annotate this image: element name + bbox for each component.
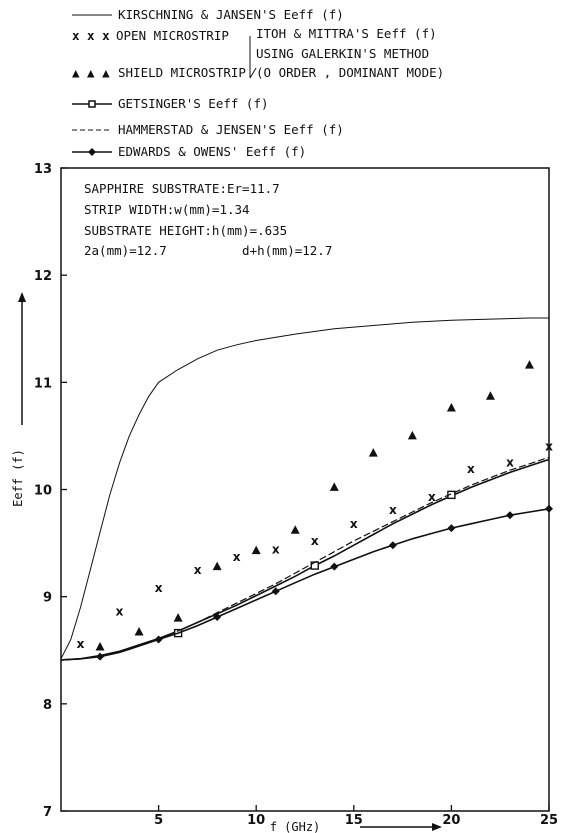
legend-marker-open: x x x — [72, 28, 110, 43]
x-tick-label: 25 — [540, 813, 558, 828]
open-microstrip-point: x — [506, 456, 514, 470]
legend-marker-shield: ▲ ▲ ▲ — [72, 65, 110, 80]
y-axis-label: Eeff (f) — [11, 449, 25, 507]
y-axis-arrowhead — [18, 292, 26, 302]
x-tick-label: 20 — [442, 813, 460, 828]
shield-microstrip-point — [485, 391, 495, 400]
shield-microstrip-point — [251, 545, 261, 555]
edwards-owens-eeff-f-marker — [388, 541, 397, 550]
shield-microstrip-point — [95, 642, 105, 651]
y-tick-label: 13 — [34, 162, 52, 177]
edwards-owens-eeff-f-marker — [545, 504, 553, 513]
open-microstrip-point: x — [389, 503, 397, 517]
open-microstrip-point: x — [233, 550, 241, 564]
shield-microstrip-point — [524, 360, 534, 369]
y-tick-label: 9 — [43, 591, 52, 606]
legend-bracket — [249, 36, 257, 79]
annotation-box: SAPPHIRE SUBSTRATE:Er=11.7 STRIP WIDTH:w… — [84, 181, 332, 258]
open-microstrip-point: x — [194, 563, 202, 577]
edwards-owens-eeff-f-marker — [154, 635, 163, 644]
shield-microstrip-point — [212, 561, 222, 571]
x-tick-label: 15 — [345, 813, 363, 828]
y-tick-label: 7 — [43, 805, 52, 820]
chart-series: x x x x x x x x x x x x x — [60, 317, 553, 661]
edwards-owens-eeff-f-marker — [96, 652, 105, 661]
axis-ticks: 7 8 9 10 11 12 13 5 10 15 20 25 — [34, 162, 558, 828]
x-axis-label: f (GHz) — [270, 820, 321, 833]
shield-microstrip-point — [134, 627, 144, 636]
open-microstrip-point: x — [467, 462, 475, 476]
open-microstrip-point: x — [545, 440, 553, 454]
shield-microstrip-point — [329, 482, 339, 491]
annotation-line-3: SUBSTRATE HEIGHT:h(mm)=.635 — [84, 223, 287, 238]
annotation-line-1: SAPPHIRE SUBSTRATE:Er=11.7 — [84, 181, 280, 196]
edwards-owens-eeff-f-marker — [505, 511, 514, 520]
x-tick-label: 5 — [154, 813, 163, 828]
x-axis-arrowhead — [432, 823, 442, 831]
y-tick-label: 10 — [34, 484, 52, 499]
open-microstrip-point: x — [428, 490, 436, 504]
legend-label-edwards: EDWARDS & OWENS' Eeff (f) — [118, 144, 306, 159]
y-tick-label: 8 — [43, 698, 52, 713]
edwards-owens-eeff-f-marker — [447, 524, 456, 533]
open-microstrip-point: x — [77, 637, 85, 651]
kirschning-jansen-s-eeff-f-line — [60, 317, 549, 660]
legend-label-shield: SHIELD MICROSTRIP — [118, 65, 246, 80]
annotation-line-4: 2a(mm)=12.7 d+h(mm)=12.7 — [84, 243, 332, 258]
y-tick-label: 12 — [34, 269, 52, 284]
x-tick-label: 10 — [247, 813, 265, 828]
open-microstrip-point: x — [311, 534, 319, 548]
shield-microstrip-point — [290, 525, 300, 534]
bracket-text-line2: USING GALERKIN'S METHOD — [256, 46, 429, 61]
bracket-text-line3: (O ORDER , DOMINANT MODE) — [256, 65, 444, 80]
bracket-text-line1: ITOH & MITTRA'S Eeff (f) — [256, 26, 437, 41]
y-tick-label: 11 — [34, 376, 52, 391]
shield-microstrip-point — [368, 448, 378, 457]
legend-marker-edwards — [88, 148, 96, 156]
getsinger-s-eeff-f-line — [60, 458, 550, 661]
shield-microstrip-point — [446, 403, 456, 412]
edwards-owens-eeff-f-marker — [271, 587, 280, 596]
annotation-line-2: STRIP WIDTH:w(mm)=1.34 — [84, 202, 250, 217]
legend-marker-getsinger — [88, 100, 96, 108]
legend: KIRSCHNING & JANSEN'S Eeff (f) x x x OPE… — [72, 7, 444, 159]
shield-microstrip-point — [173, 613, 183, 622]
edwards-owens-eeff-f-marker — [330, 562, 339, 571]
open-microstrip-point: x — [272, 543, 280, 557]
open-microstrip-point: x — [155, 581, 163, 595]
legend-label-hammerstad: HAMMERSTAD & JENSEN'S Eeff (f) — [118, 122, 344, 137]
open-microstrip-point: x — [116, 605, 124, 619]
edwards-owens-eeff-f-marker — [213, 613, 222, 622]
open-microstrip-point: x — [350, 517, 358, 531]
legend-label-open: OPEN MICROSTRIP — [116, 28, 229, 43]
legend-label-getsinger: GETSINGER'S Eeff (f) — [118, 96, 269, 111]
plot-frame — [60, 167, 550, 812]
edwards-owens-eeff-f-line — [60, 508, 550, 661]
hammerstad-jensen-s-eeff-f-line — [60, 456, 550, 661]
shield-microstrip-point — [407, 430, 417, 440]
legend-label-kirschning: KIRSCHNING & JANSEN'S Eeff (f) — [118, 7, 344, 22]
